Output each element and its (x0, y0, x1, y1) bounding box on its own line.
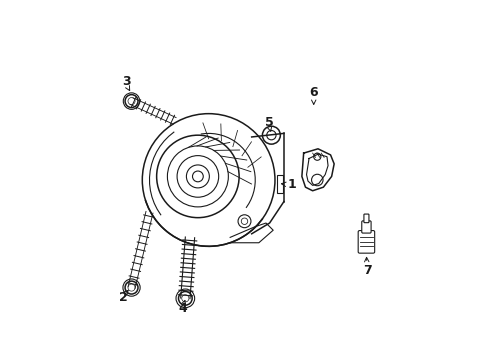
Text: 4: 4 (178, 302, 187, 315)
Circle shape (313, 153, 320, 160)
Circle shape (238, 215, 250, 228)
Circle shape (192, 171, 203, 182)
Circle shape (241, 218, 247, 225)
Text: 6: 6 (309, 86, 317, 99)
Circle shape (176, 289, 194, 308)
FancyBboxPatch shape (361, 221, 370, 233)
Text: 1: 1 (287, 178, 296, 191)
FancyBboxPatch shape (357, 230, 374, 253)
Circle shape (311, 174, 323, 186)
Circle shape (186, 165, 209, 188)
Circle shape (178, 292, 192, 305)
Circle shape (262, 126, 280, 144)
Text: 3: 3 (122, 75, 131, 88)
Circle shape (142, 114, 274, 246)
Circle shape (177, 156, 218, 197)
Text: 5: 5 (264, 116, 273, 129)
Text: 2: 2 (119, 291, 127, 304)
FancyBboxPatch shape (276, 175, 283, 193)
Circle shape (156, 135, 239, 218)
Circle shape (123, 93, 140, 109)
FancyBboxPatch shape (363, 214, 368, 223)
Circle shape (167, 146, 228, 207)
Circle shape (125, 95, 138, 108)
Circle shape (266, 131, 276, 140)
Circle shape (125, 281, 138, 294)
Circle shape (122, 279, 140, 296)
Text: 7: 7 (362, 264, 371, 277)
